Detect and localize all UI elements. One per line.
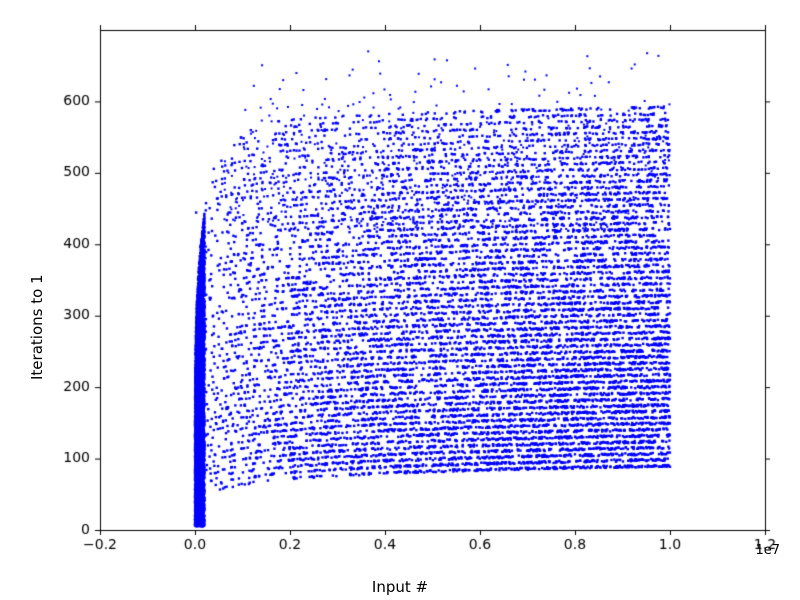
x-axis-label: Input # [0, 578, 800, 596]
chart-canvas [0, 0, 800, 600]
y-axis-label: Iterations to 1 [28, 274, 46, 380]
x-axis-offset-text: 1e7 [755, 543, 780, 558]
scatter-chart: Input # Iterations to 1 1e7 [0, 0, 800, 600]
